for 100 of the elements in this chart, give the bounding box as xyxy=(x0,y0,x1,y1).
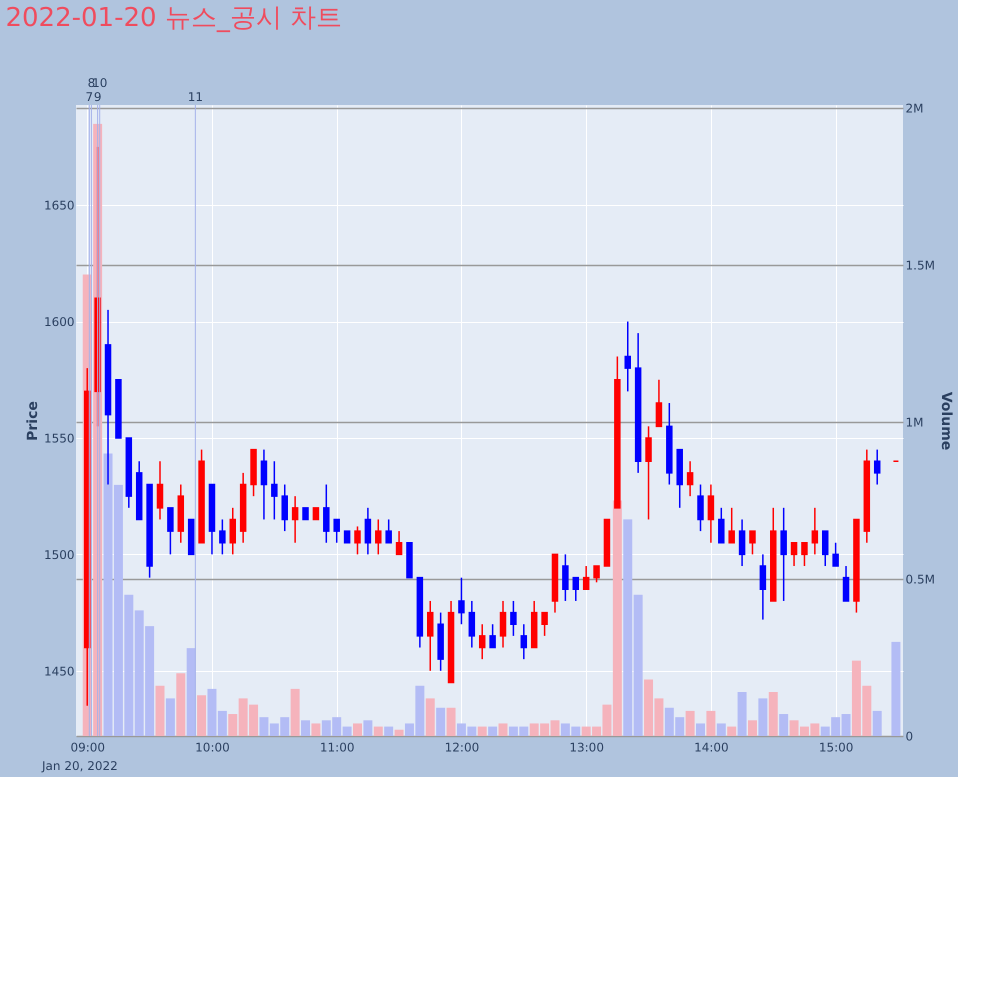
candlestick xyxy=(458,576,465,625)
bar xyxy=(394,730,404,736)
y-tick-label: 1500 xyxy=(44,548,74,562)
candlestick xyxy=(333,518,340,544)
y-axis-title: Price xyxy=(24,401,41,441)
candlestick xyxy=(562,554,569,602)
bar xyxy=(446,708,456,736)
bar xyxy=(779,714,788,736)
candlestick xyxy=(323,484,330,544)
candlestick xyxy=(302,507,309,520)
bar xyxy=(363,720,372,736)
candlestick xyxy=(624,320,631,392)
candlestick xyxy=(728,507,735,544)
candlestick xyxy=(375,518,382,556)
y2-axis-title: Volume xyxy=(938,392,954,450)
chart-title: 2022-01-20 뉴스_공시 차트 xyxy=(5,3,342,33)
bar xyxy=(426,698,435,736)
candlestick xyxy=(812,507,818,556)
candlestick xyxy=(582,565,590,590)
candlestick xyxy=(790,542,798,567)
candlestick xyxy=(738,518,746,567)
candlestick xyxy=(572,576,580,602)
candlestick xyxy=(478,623,486,660)
bar xyxy=(301,720,310,736)
candlestick xyxy=(541,612,548,637)
bar xyxy=(478,726,487,736)
candlestick xyxy=(156,460,164,520)
candlestick xyxy=(718,507,725,544)
candlestick xyxy=(344,530,350,544)
bar xyxy=(436,708,446,736)
candlestick xyxy=(396,530,402,556)
candlestick xyxy=(292,495,298,544)
bar xyxy=(686,710,695,736)
y-tick-label: 1600 xyxy=(44,315,74,330)
candlestick xyxy=(354,526,361,556)
bar xyxy=(374,726,383,736)
candlestick xyxy=(520,623,528,660)
bar xyxy=(738,692,747,736)
y2-tick-label: 0 xyxy=(906,730,914,744)
y-tick-label: 1650 xyxy=(44,198,74,213)
candlestick xyxy=(697,484,704,532)
candlestick xyxy=(656,379,662,428)
candlestick xyxy=(468,600,476,648)
candlestick xyxy=(489,623,496,648)
candlestick xyxy=(167,507,174,556)
y2-tick-label: 1.5M xyxy=(906,258,935,273)
x-tick-label: 10:00 xyxy=(195,740,230,754)
bar xyxy=(706,710,716,736)
candlestick xyxy=(686,460,694,497)
bar xyxy=(290,688,300,736)
bar xyxy=(176,673,186,736)
x-tick-label: 14:00 xyxy=(694,740,729,754)
y2-tick-label: 0.5M xyxy=(906,572,935,587)
candlestick xyxy=(874,448,880,486)
x-tick-label: 11:00 xyxy=(320,740,354,754)
candlestick xyxy=(780,507,787,602)
candlestick xyxy=(832,542,839,567)
y2-tick-label: 1M xyxy=(906,416,924,430)
bar xyxy=(498,723,508,736)
candlestick xyxy=(801,542,808,567)
bar xyxy=(696,723,706,736)
bar xyxy=(891,642,900,736)
y-tick-label: 1450 xyxy=(44,664,74,678)
bar xyxy=(758,698,768,736)
x-tick-label: 12:00 xyxy=(444,740,480,754)
x-tick-label: 15:00 xyxy=(818,740,854,754)
ref-line-label: 7 xyxy=(85,90,94,104)
candlestick xyxy=(312,507,320,520)
ref-line-label: 9 xyxy=(94,90,102,104)
candlestick xyxy=(230,507,236,556)
candlestick xyxy=(760,554,766,620)
candlestick xyxy=(281,484,288,532)
bar xyxy=(155,686,164,736)
bar xyxy=(197,695,206,736)
candlestick xyxy=(385,518,392,544)
candlestick xyxy=(510,600,517,637)
candlestick xyxy=(271,460,278,520)
candlestick xyxy=(842,565,850,602)
candlestick xyxy=(219,518,226,556)
x-tick-label: 09:00 xyxy=(70,740,106,754)
bar xyxy=(768,692,778,736)
ref-line-label: 11 xyxy=(188,90,203,104)
x-tick-label: 13:00 xyxy=(569,740,604,754)
candlestick xyxy=(593,565,600,584)
y2-tick-label: 2M xyxy=(906,102,924,116)
candlestick xyxy=(708,484,714,544)
bar xyxy=(352,723,362,736)
candlestick xyxy=(500,600,506,648)
bar xyxy=(727,726,736,736)
candlestick xyxy=(822,530,828,567)
bar xyxy=(748,720,757,736)
candlestick xyxy=(645,426,652,520)
bar xyxy=(166,698,175,736)
candlestick xyxy=(749,530,756,556)
bar xyxy=(186,648,196,736)
candlestick xyxy=(260,448,268,520)
candlestick xyxy=(427,600,434,672)
text: Jan 20, 2022 xyxy=(41,759,118,773)
bar xyxy=(311,723,320,736)
bar xyxy=(716,723,726,736)
